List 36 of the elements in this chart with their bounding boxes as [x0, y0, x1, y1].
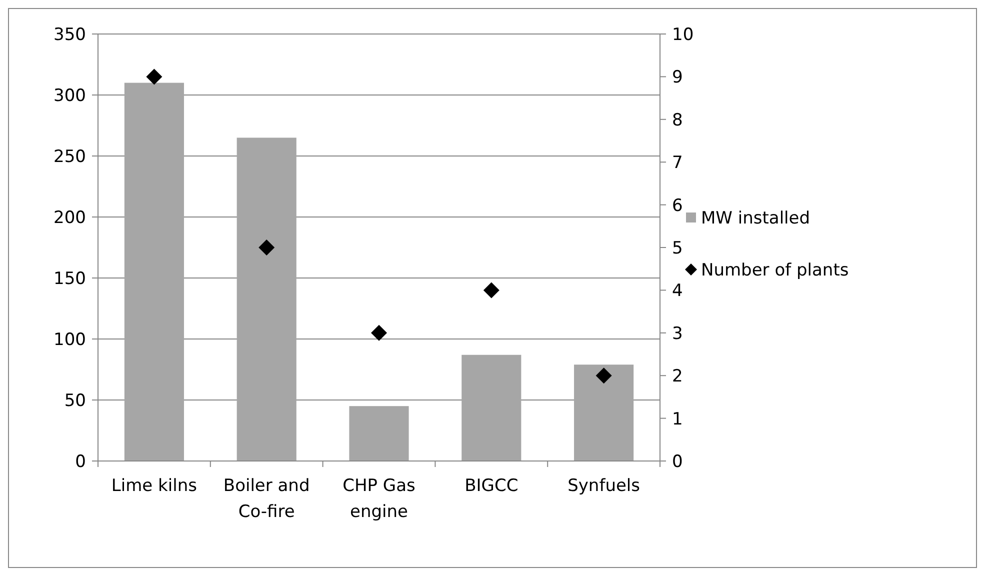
y-tick-label: 100	[54, 330, 86, 350]
y-tick-label: 250	[54, 146, 86, 167]
legend-label: MW installed	[701, 208, 810, 228]
point	[371, 324, 387, 341]
point	[258, 240, 275, 256]
x-tick-label: Boiler and Co-fire	[223, 476, 310, 522]
point	[596, 368, 612, 384]
bar	[236, 138, 296, 461]
y-tick-label: 150	[54, 268, 86, 289]
x-tick-label: BIGCC	[464, 476, 518, 496]
bar	[124, 82, 184, 461]
y2-tick-label: 2	[672, 366, 683, 387]
point	[146, 68, 162, 85]
y2-tick-label: 9	[672, 68, 683, 88]
bar	[462, 354, 522, 461]
y-tick-label: 50	[64, 390, 86, 411]
y2-tick-label: 5	[672, 238, 683, 258]
y2-tick-label: 8	[672, 110, 683, 130]
y2-tick-label: 0	[672, 452, 683, 472]
y2-tick-label: 4	[672, 281, 683, 302]
x-tick-label: CHP Gas engine	[342, 476, 416, 522]
legend-label: Number of plants	[701, 260, 849, 280]
y2-tick-label: 1	[672, 409, 683, 430]
point	[483, 282, 500, 298]
y-tick-label: 300	[54, 86, 86, 106]
x-tick-label: Lime kilns	[111, 476, 198, 496]
y-tick-label: 350	[54, 24, 86, 45]
y2-tick-label: 6	[672, 196, 683, 216]
bar	[574, 364, 634, 461]
y2-tick-label: 10	[672, 24, 694, 45]
y2-tick-label: 3	[672, 324, 683, 344]
x-tick-label: Synfuels	[568, 476, 640, 496]
bar	[349, 406, 409, 461]
y-tick-label: 0	[75, 452, 86, 472]
y-tick-label: 200	[54, 208, 86, 228]
y2-tick-label: 7	[672, 153, 683, 174]
